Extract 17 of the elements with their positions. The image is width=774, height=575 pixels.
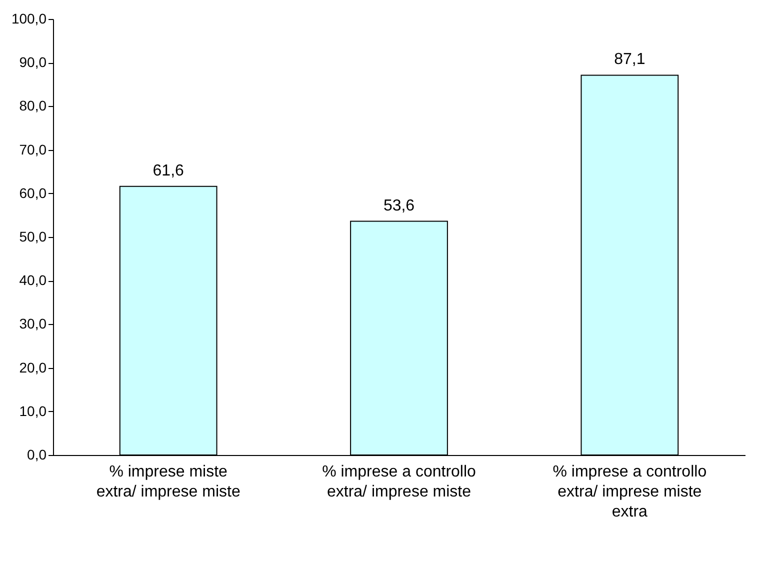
x-tick-label: % imprese a controllo extra/ imprese miste extra [552, 464, 707, 520]
y-tick-label: 20,0 [19, 359, 47, 376]
y-tick-label: 80,0 [19, 98, 47, 114]
x-tick-label: % imprese a controllo extra/ imprese miste [322, 464, 476, 500]
y-tick-label: 40,0 [19, 272, 47, 288]
y-tick-label: 100,0 [11, 10, 47, 26]
x-tick-label: % imprese miste extra/ imprese miste [96, 464, 240, 500]
data-label: 87,1 [614, 51, 646, 68]
y-tick-label: 50,0 [19, 228, 47, 244]
data-label: 53,6 [383, 197, 415, 214]
y-tick-label: 90,0 [19, 54, 47, 70]
y-tick-label: 60,0 [19, 184, 47, 201]
y-tick-label: 70,0 [19, 141, 47, 158]
data-label: 61,6 [152, 162, 184, 180]
y-tick-label: 30,0 [19, 316, 47, 332]
y-tick-label: 10,0 [19, 402, 47, 419]
y-tick-label: 0,0 [27, 446, 47, 462]
